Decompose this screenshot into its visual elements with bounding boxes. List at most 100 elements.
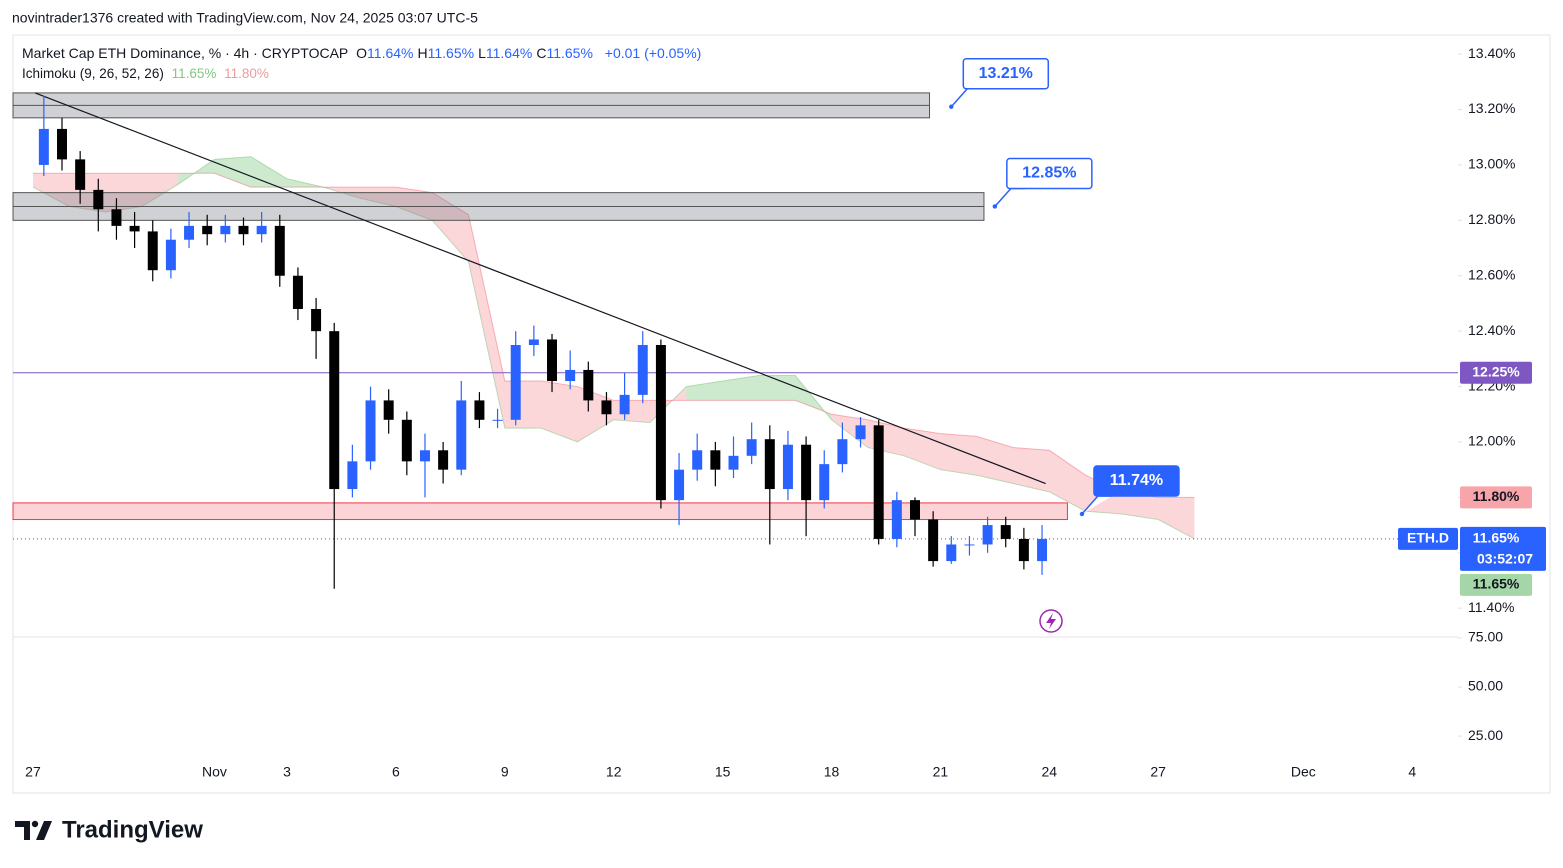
ticker-label: ETH.D [1407, 530, 1449, 546]
cloud-segment [758, 375, 796, 401]
callout-label: 12.85% [1022, 165, 1076, 182]
candle-body [347, 461, 358, 490]
candle-body [38, 128, 49, 165]
cloud-segment [32, 173, 70, 207]
span-a-value: 11.65% [171, 66, 217, 81]
ohlc-value: 11.64% [485, 45, 533, 61]
y-tick-label: 13.40% [1468, 45, 1515, 61]
candle-body [837, 439, 848, 465]
x-tick-label: 4 [1408, 764, 1416, 780]
candle-body [220, 225, 231, 235]
span-a-badge-label: 11.65% [1473, 576, 1520, 592]
candle-body [329, 331, 340, 490]
x-tick-label: 27 [1150, 764, 1166, 780]
candle-body [801, 444, 812, 501]
candle-body [202, 225, 213, 235]
candle-body [510, 345, 521, 420]
price-badge [1460, 526, 1546, 571]
cloud-segment [1049, 450, 1086, 512]
candle-body [964, 544, 975, 546]
candle-body [111, 209, 122, 226]
cloud-segment [504, 381, 542, 429]
candle-body [855, 425, 866, 440]
candle-body [456, 400, 467, 470]
ticker-badge [1398, 527, 1458, 550]
callout-pointer [950, 88, 982, 108]
y-tick-label: 13.20% [1468, 100, 1515, 116]
change: +0.01 (+0.05%) [604, 45, 702, 61]
x-tick-label: 3 [283, 764, 291, 780]
candle-body [401, 419, 412, 462]
cloud-segment [432, 192, 469, 262]
hline-badge-label: 12.25% [1472, 363, 1520, 379]
symbol: Market Cap ETH Dominance, % · 4h · CRYPT… [22, 45, 349, 61]
cloud-segment [795, 375, 832, 420]
plot [12, 92, 1458, 589]
candle-body [129, 225, 140, 232]
candle-body [674, 469, 685, 501]
candle-body [637, 345, 648, 395]
candle-body [147, 231, 158, 271]
x-tick-label: 9 [501, 764, 509, 780]
trendline [34, 92, 1046, 485]
cloud-segment [904, 428, 941, 470]
candle-body [547, 339, 558, 382]
candle-body [692, 450, 703, 470]
y-tick-label: 25.00 [1468, 727, 1503, 743]
cloud-segment [214, 156, 251, 188]
cloud-segment [867, 419, 905, 456]
callout-label: 11.74% [1110, 472, 1163, 489]
x-tick-label: 6 [392, 764, 400, 780]
candle-body [365, 400, 376, 462]
candle-body [1000, 525, 1011, 539]
ohlc-key: O [356, 45, 368, 61]
candle-body [165, 239, 176, 271]
x-tick-label: 12 [606, 764, 622, 780]
cloud-segment [1121, 491, 1159, 520]
candle-body [728, 455, 739, 470]
hline-badge [1460, 361, 1532, 384]
ohlc-value: 11.65% [546, 45, 593, 61]
cloud-segment [976, 436, 1013, 484]
candle-body [764, 439, 775, 490]
candle-body [946, 544, 957, 562]
y-tick-label: 12.80% [1468, 211, 1515, 227]
frame [12, 34, 1551, 794]
cloud-segment [1012, 447, 1050, 492]
span-b-badge-label: 11.80% [1473, 488, 1520, 504]
cloud-segment [613, 400, 651, 423]
y-tick-label: 12.40% [1468, 322, 1515, 338]
candle-body [782, 444, 793, 490]
cloud-segment [541, 381, 578, 442]
candle-body [601, 400, 612, 415]
span-a-line [32, 156, 1195, 540]
cloud-segment [359, 187, 396, 207]
callout-box [1093, 465, 1180, 497]
callout-anchor [992, 204, 998, 209]
candle-body [292, 275, 303, 309]
callout-anchor [949, 104, 954, 109]
candle-body [655, 345, 666, 501]
candle-body [75, 159, 86, 190]
y-tick-label: 75.00 [1468, 629, 1503, 645]
callout-label: 13.21% [979, 65, 1033, 82]
cloud-segment [940, 433, 977, 476]
zone [12, 502, 1068, 521]
span-b-badge [1460, 486, 1532, 509]
candle-body [710, 450, 721, 470]
brand: TradingView [62, 816, 203, 843]
x-tick-label: 21 [933, 764, 949, 780]
cloud-segment [250, 156, 288, 188]
callout-anchor [1079, 511, 1085, 517]
candle-body [909, 500, 920, 520]
candle-body [438, 450, 449, 470]
candle-body [891, 500, 902, 539]
candle-body [819, 464, 830, 501]
cloud-segment [468, 214, 505, 429]
candle-body [256, 225, 267, 235]
candle-body [274, 225, 285, 276]
cloud-segment [178, 159, 215, 185]
candle-body [311, 308, 322, 332]
watermark: novintrader1376 created with TradingView… [12, 10, 478, 26]
